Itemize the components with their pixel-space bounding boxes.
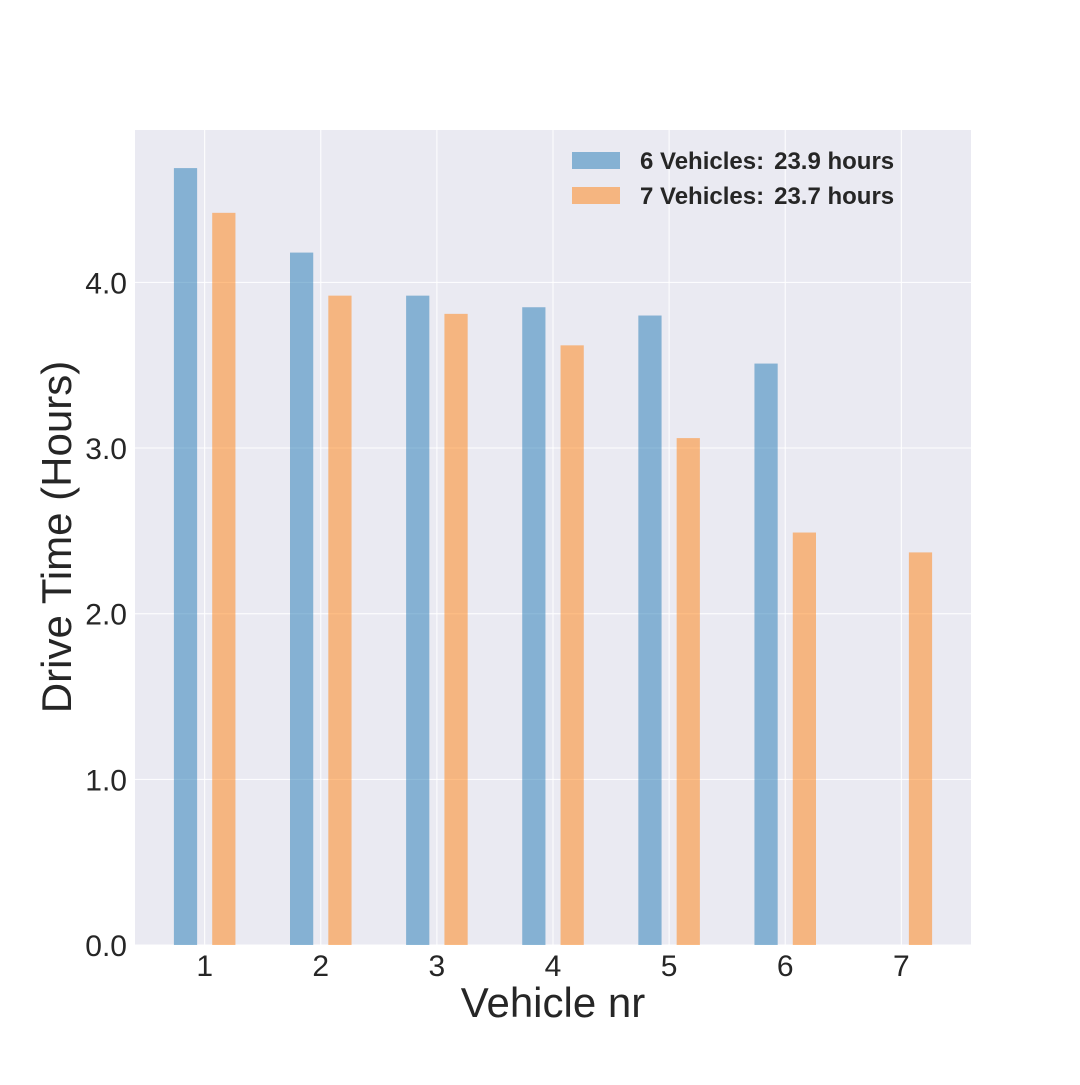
y-tick-label: 4.0 xyxy=(85,267,127,300)
legend-entry-6-vehicles: 6 Vehicles: 23.9 hours xyxy=(572,148,894,175)
x-axis-title: Vehicle nr xyxy=(461,979,645,1026)
gridlines xyxy=(135,130,971,946)
x-tick-label: 1 xyxy=(196,950,213,983)
legend-series-name: 6 Vehicles xyxy=(640,148,756,175)
y-tick-label: 0.0 xyxy=(85,930,127,963)
y-tick-labels: 0.0 1.0 2.0 3.0 4.0 xyxy=(85,267,127,963)
y-axis-title: Drive Time (Hours) xyxy=(33,361,80,713)
bar-7-vehicles-vehicle-7 xyxy=(908,552,933,945)
x-tick-label: 6 xyxy=(777,950,794,983)
bar-7-vehicles-vehicle-5 xyxy=(676,438,700,945)
bar-7-vehicles-vehicle-6 xyxy=(792,532,816,945)
bar-6-vehicles-vehicle-6 xyxy=(754,363,778,945)
legend-series-name: 7 Vehicles xyxy=(640,183,756,210)
y-tick-label: 3.0 xyxy=(85,433,127,466)
bar-7-vehicles-vehicle-3 xyxy=(444,313,468,945)
bar-7-vehicles-vehicle-1 xyxy=(212,212,236,946)
legend-swatch-6-vehicles xyxy=(572,152,620,169)
svg-text:7 Vehicles:23.7 hours: 7 Vehicles: 23.7 hours xyxy=(640,183,894,210)
bar-6-vehicles-vehicle-1 xyxy=(173,168,198,945)
legend-swatch-7-vehicles xyxy=(572,187,620,204)
svg-text:6 Vehicles:23.9 hours: 6 Vehicles: 23.9 hours xyxy=(640,148,894,175)
legend-separator: : xyxy=(756,183,764,210)
bar-7-vehicles-vehicle-2 xyxy=(328,295,352,946)
x-tick-label: 7 xyxy=(893,950,910,983)
y-tick-label: 1.0 xyxy=(85,764,127,797)
bar-6-vehicles-vehicle-3 xyxy=(406,295,430,946)
legend-separator: : xyxy=(756,148,764,175)
legend-entry-7-vehicles: 7 Vehicles: 23.7 hours xyxy=(572,183,894,210)
bar-7-vehicles-vehicle-4 xyxy=(560,345,584,945)
x-tick-label: 3 xyxy=(429,950,446,983)
legend-series-total: 23.9 hours xyxy=(774,148,894,175)
legend: 6 Vehicles: 23.9 hours 7 Vehicles: 23.7 ho… xyxy=(572,148,894,210)
bar-6-vehicles-vehicle-5 xyxy=(638,315,662,945)
y-tick-label: 2.0 xyxy=(85,599,127,632)
x-tick-label: 2 xyxy=(312,950,329,983)
x-tick-labels: 1 2 3 4 5 6 7 xyxy=(196,950,909,983)
bars xyxy=(173,168,933,946)
x-tick-label: 4 xyxy=(545,950,562,983)
x-tick-label: 5 xyxy=(661,950,678,983)
bar-6-vehicles-vehicle-4 xyxy=(522,307,546,945)
legend-series-total: 23.7 hours xyxy=(774,183,894,210)
bar-6-vehicles-vehicle-2 xyxy=(290,252,314,945)
